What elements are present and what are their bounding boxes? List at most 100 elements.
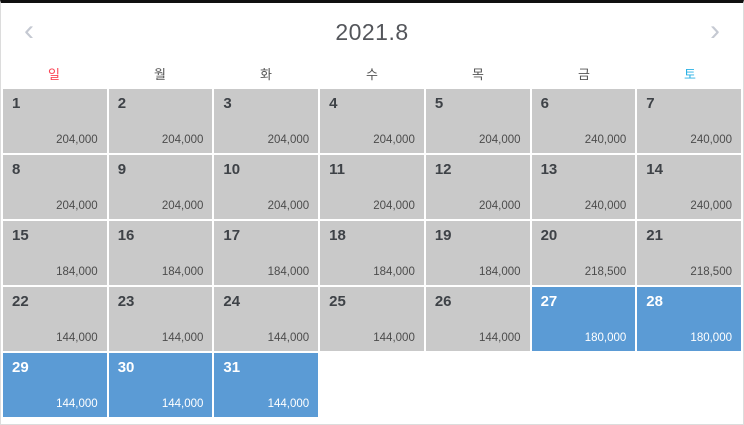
day-number: 5 — [434, 95, 444, 112]
day-cell-16[interactable]: 16 184,000 — [108, 221, 213, 285]
weekday-label-2: 화 — [260, 66, 272, 82]
day-cell-6[interactable]: 6 240,000 — [531, 89, 636, 153]
day-cell-18[interactable]: 18 184,000 — [320, 221, 424, 285]
day-number: 11 — [329, 161, 345, 178]
day-number: 16 — [117, 227, 135, 244]
day-cell-8[interactable]: 8 204,000 — [3, 155, 107, 219]
day-price: 240,000 — [584, 134, 627, 146]
weekday-label-4: 목 — [472, 66, 484, 82]
empty-cell — [426, 353, 530, 417]
empty-cell — [320, 353, 424, 417]
day-price: 144,000 — [56, 398, 98, 410]
day-number: 19 — [434, 227, 452, 244]
day-price: 144,000 — [56, 332, 98, 344]
day-number: 31 — [223, 359, 241, 376]
day-price: 180,000 — [690, 332, 732, 344]
day-cell-19[interactable]: 19 184,000 — [425, 221, 530, 285]
day-cell-10[interactable]: 10 204,000 — [214, 155, 319, 219]
day-number: 1 — [12, 95, 21, 112]
day-price: 240,000 — [690, 134, 732, 146]
day-number: 23 — [117, 293, 135, 310]
empty-cell — [532, 353, 636, 417]
day-number: 10 — [223, 161, 241, 178]
weekday-label-1: 월 — [154, 66, 166, 82]
day-number: 14 — [646, 161, 663, 178]
day-number: 30 — [117, 359, 135, 376]
day-cell-23[interactable]: 23 144,000 — [108, 287, 213, 351]
day-number: 15 — [12, 227, 29, 244]
day-cell-17[interactable]: 17 184,000 — [214, 221, 319, 285]
day-number: 13 — [540, 161, 558, 178]
day-number: 6 — [540, 95, 549, 112]
day-cell-2[interactable]: 2 204,000 — [108, 89, 213, 153]
day-number: 2 — [117, 95, 127, 112]
day-number: 20 — [540, 227, 558, 244]
day-cell-20[interactable]: 20 218,500 — [531, 221, 636, 285]
day-number: 18 — [329, 227, 346, 244]
weekday-label-5: 금 — [578, 66, 590, 82]
weekday-label-sun: 일 — [48, 66, 60, 82]
day-number: 8 — [12, 161, 21, 178]
day-price: 204,000 — [161, 134, 204, 146]
day-price: 184,000 — [267, 266, 310, 278]
day-number: 29 — [12, 359, 29, 376]
prev-month-button[interactable]: ‹ — [9, 9, 49, 53]
day-number: 28 — [646, 293, 663, 310]
day-number: 25 — [329, 293, 346, 310]
day-cell-9[interactable]: 9 204,000 — [108, 155, 213, 219]
day-price: 184,000 — [373, 266, 415, 278]
day-cell-30[interactable]: 30 144,000 — [108, 353, 213, 417]
day-price: 204,000 — [478, 200, 521, 212]
day-cell-27[interactable]: 27 180,000 — [531, 287, 636, 351]
calendar-header: ‹ 2021.8 › — [1, 3, 743, 57]
calendar-month-title: 2021.8 — [335, 19, 409, 45]
day-cell-1[interactable]: 1 204,000 — [3, 89, 107, 153]
day-cell-22[interactable]: 22 144,000 — [3, 287, 107, 351]
day-number: 22 — [12, 293, 29, 310]
day-price: 204,000 — [267, 134, 310, 146]
day-price: 204,000 — [56, 200, 98, 212]
day-cell-26[interactable]: 26 144,000 — [425, 287, 530, 351]
day-cell-4[interactable]: 4 204,000 — [320, 89, 424, 153]
day-cell-31[interactable]: 31 144,000 — [214, 353, 319, 417]
day-price: 144,000 — [267, 332, 310, 344]
day-cell-5[interactable]: 5 204,000 — [425, 89, 530, 153]
day-price: 184,000 — [478, 266, 521, 278]
day-price: 144,000 — [161, 398, 204, 410]
day-number: 26 — [434, 293, 452, 310]
day-number: 7 — [646, 95, 655, 112]
day-number: 21 — [646, 227, 663, 244]
day-price: 204,000 — [56, 134, 98, 146]
day-price: 204,000 — [267, 200, 310, 212]
calendar-grid: 1 204,000 2 204,000 3 204,000 4 204,000 5 204,000… — [1, 89, 743, 417]
day-cell-29[interactable]: 29 144,000 — [3, 353, 107, 417]
day-price: 144,000 — [267, 398, 310, 410]
day-cell-11[interactable]: 11 204,000 — [320, 155, 424, 219]
day-cell-13[interactable]: 13 240,000 — [531, 155, 636, 219]
day-cell-25[interactable]: 25 144,000 — [320, 287, 424, 351]
day-price: 240,000 — [690, 200, 732, 212]
day-cell-28[interactable]: 28 180,000 — [637, 287, 741, 351]
day-price: 204,000 — [373, 134, 415, 146]
day-cell-15[interactable]: 15 184,000 — [3, 221, 107, 285]
day-number: 17 — [223, 227, 241, 244]
day-price: 184,000 — [161, 266, 204, 278]
day-cell-21[interactable]: 21 218,500 — [637, 221, 741, 285]
next-month-button[interactable]: › — [695, 9, 735, 53]
day-price: 218,500 — [690, 266, 732, 278]
day-price: 204,000 — [373, 200, 415, 212]
day-number: 12 — [434, 161, 452, 178]
day-number: 4 — [329, 95, 338, 112]
day-price: 144,000 — [478, 332, 521, 344]
day-cell-14[interactable]: 14 240,000 — [637, 155, 741, 219]
day-price: 144,000 — [161, 332, 204, 344]
day-price: 218,500 — [584, 266, 627, 278]
day-cell-3[interactable]: 3 204,000 — [214, 89, 319, 153]
day-cell-12[interactable]: 12 204,000 — [425, 155, 530, 219]
day-number: 9 — [117, 161, 127, 178]
day-price: 144,000 — [373, 332, 415, 344]
day-cell-24[interactable]: 24 144,000 — [214, 287, 319, 351]
day-cell-7[interactable]: 7 240,000 — [637, 89, 741, 153]
